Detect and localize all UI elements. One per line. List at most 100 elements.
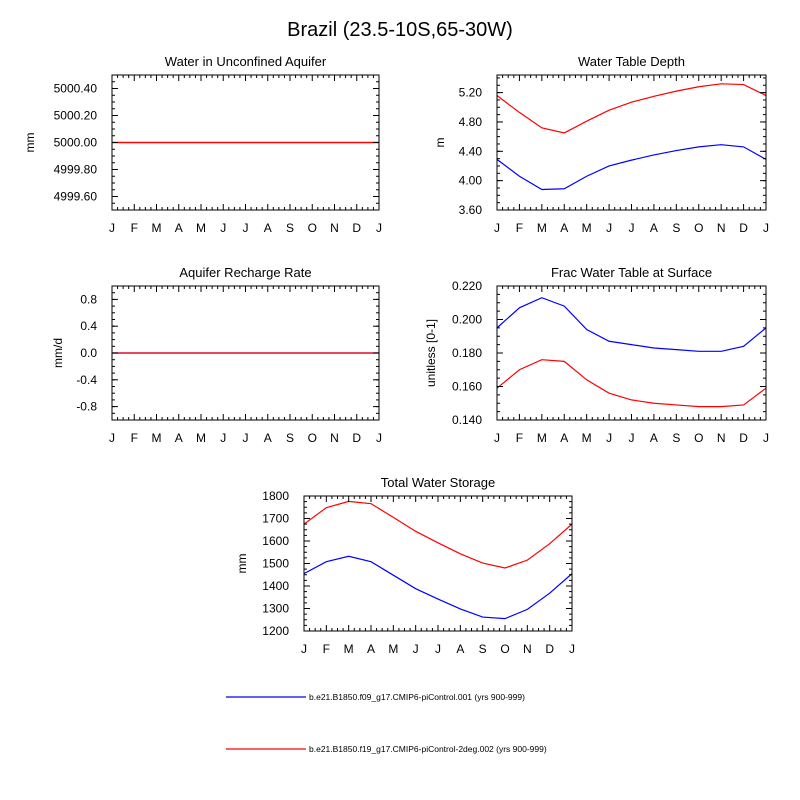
y-tick-label: 5000.20 [54,109,98,123]
y-axis-label: unitless [0-1] [424,319,438,387]
x-tick-label: A [367,642,375,656]
y-tick-label: 1700 [262,512,289,526]
x-tick-label: J [301,642,307,656]
x-tick-label: S [479,642,487,656]
x-tick-label: D [739,431,748,445]
plot-frame [303,495,573,632]
series-line-1 [496,144,767,191]
x-tick-label: D [739,221,748,235]
legend-label-1: b.e21.B1850.f09_g17.CMIP6-piControl.001 … [309,692,525,702]
x-tick-label: J [376,431,382,445]
x-tick-label: J [629,431,635,445]
x-tick-label: M [344,642,354,656]
x-tick-label: S [286,431,294,445]
y-axis-label: mm/d [51,338,65,368]
y-tick-label: 5000.40 [54,82,98,96]
y-tick-label: 4.00 [459,174,483,188]
x-tick-label: J [243,431,249,445]
x-tick-label: M [582,221,592,235]
panel-title: Water Table Depth [578,54,685,69]
x-tick-label: J [494,431,500,445]
y-axis-label: mm [23,133,37,153]
legend-label-2: b.e21.B1850.f19_g17.CMIP6-piControl-2deg… [309,744,547,754]
x-tick-label: O [500,642,509,656]
y-tick-label: 0.200 [452,313,482,327]
series-line-2 [496,359,767,408]
x-tick-label: A [175,431,183,445]
x-tick-label: F [131,431,138,445]
x-tick-label: J [494,221,500,235]
y-tick-label: 0.160 [452,380,482,394]
x-tick-label: J [435,642,441,656]
x-tick-label: J [109,221,115,235]
x-tick-label: A [264,221,272,235]
x-tick-label: M [582,431,592,445]
y-tick-label: 5000.00 [54,136,98,150]
y-tick-label: 0.4 [80,319,97,333]
x-tick-label: O [694,431,703,445]
x-tick-label: S [286,221,294,235]
legend: b.e21.B1850.f09_g17.CMIP6-piControl.001 … [226,692,547,754]
x-tick-label: A [264,431,272,445]
y-tick-label: 4.40 [459,144,483,158]
panel-title: Frac Water Table at Surface [551,265,712,280]
y-tick-label: 3.60 [459,203,483,217]
series-line-2 [303,500,573,569]
y-tick-label: 4999.60 [54,190,98,204]
x-tick-label: J [220,431,226,445]
x-tick-label: F [323,642,330,656]
x-tick-label: N [717,431,726,445]
x-tick-label: N [717,221,726,235]
x-tick-label: J [763,431,769,445]
x-tick-label: J [569,642,575,656]
x-tick-label: M [152,431,162,445]
y-tick-label: 1500 [262,557,289,571]
x-tick-label: N [523,642,532,656]
x-tick-label: S [672,221,680,235]
x-tick-label: J [376,221,382,235]
y-tick-label: 1400 [262,579,289,593]
y-tick-label: 0.180 [452,346,482,360]
y-tick-label: 1800 [262,489,289,503]
x-tick-label: M [537,221,547,235]
chart-panel-4: Frac Water Table at Surface unitless [0-1… [424,265,769,445]
x-tick-label: D [352,221,361,235]
y-tick-label: -0.8 [76,400,97,414]
x-tick-label: J [629,221,635,235]
x-tick-label: J [606,221,612,235]
x-tick-label: M [196,431,206,445]
x-tick-label: J [763,221,769,235]
y-tick-label: 1300 [262,602,289,616]
y-axis-label: mm [235,554,249,574]
x-tick-label: A [456,642,464,656]
x-tick-label: N [330,431,339,445]
x-tick-label: N [330,221,339,235]
x-tick-label: O [308,221,317,235]
y-axis-label: m [433,138,447,148]
series-line-2 [496,83,767,134]
y-tick-label: 5.20 [459,86,483,100]
y-tick-label: 0.140 [452,413,482,427]
x-tick-label: M [196,221,206,235]
x-tick-label: F [516,431,523,445]
x-tick-label: S [672,431,680,445]
panel-title: Water in Unconfined Aquifer [165,54,327,69]
panel-title: Aquifer Recharge Rate [179,265,311,280]
x-tick-label: A [560,221,568,235]
series-line-1 [496,297,767,352]
y-tick-label: -0.4 [76,373,97,387]
x-tick-label: O [308,431,317,445]
y-tick-label: 4999.80 [54,163,98,177]
x-tick-label: J [220,221,226,235]
x-tick-label: A [560,431,568,445]
y-tick-label: 0.8 [80,292,97,306]
y-tick-label: 1600 [262,534,289,548]
y-tick-label: 0.220 [452,279,482,293]
x-tick-label: J [109,431,115,445]
x-tick-label: A [650,221,658,235]
